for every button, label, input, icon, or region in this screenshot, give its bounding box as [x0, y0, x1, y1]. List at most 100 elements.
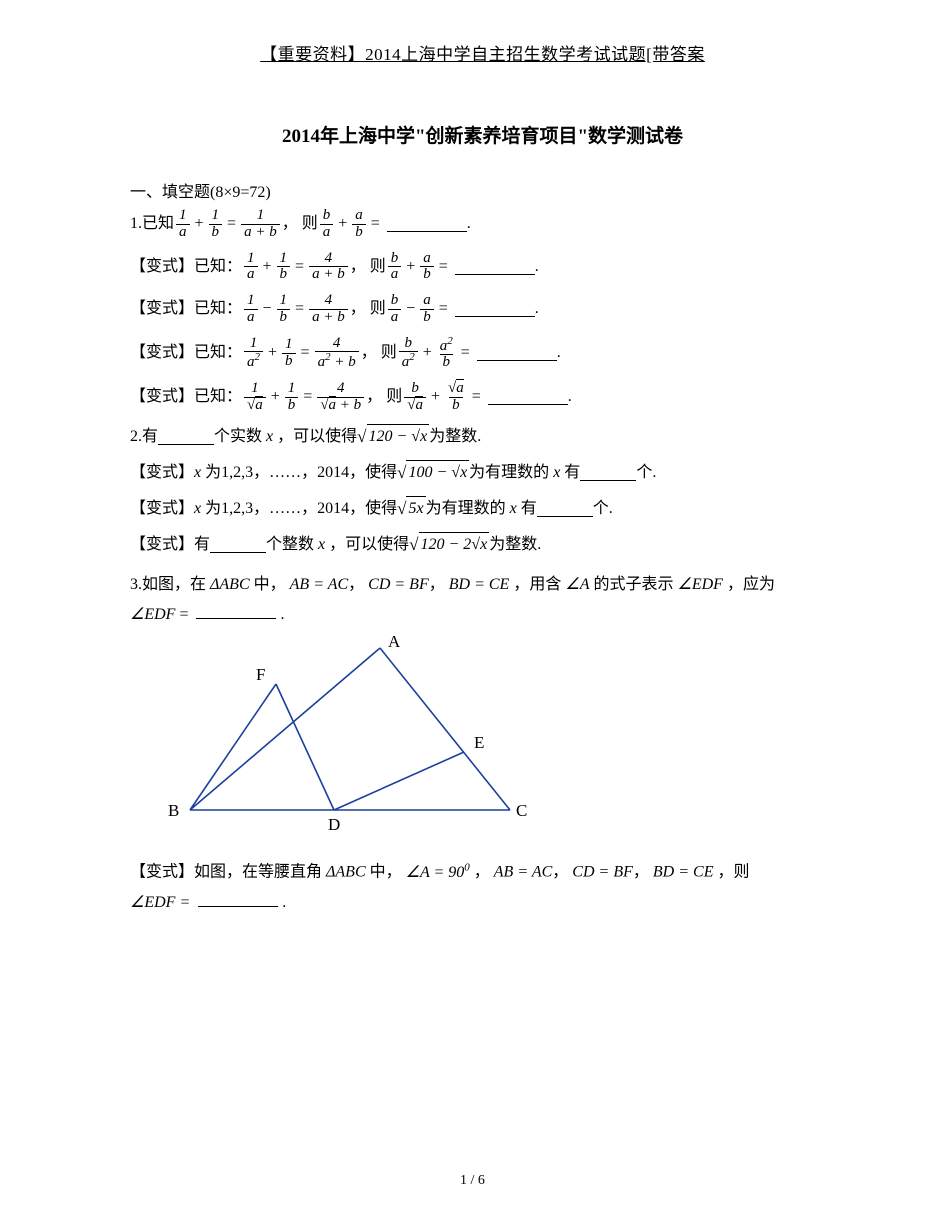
frac: ba	[388, 251, 402, 284]
text: 有	[564, 461, 580, 485]
frac: 1√a	[244, 381, 266, 414]
text: 为1,2,3，……，2014，使得	[205, 461, 397, 485]
answer-blank[interactable]	[455, 259, 535, 275]
sqrt-expr: √120 − √x	[357, 424, 429, 450]
q1-variant-4: 【变式】已知： 1√a + 1b = 4√a + b ， 则 b√a + √ab…	[130, 381, 835, 414]
text: ，	[282, 212, 298, 236]
frac: 1b	[209, 208, 223, 241]
variant-label: 【变式】已知：	[130, 297, 242, 321]
q2-variant-1: 【变式】 x 为1,2,3，……，2014，使得 √100 − √x 为有理数的…	[130, 460, 835, 486]
frac: a2b	[437, 336, 456, 372]
frac: 1a + b	[241, 208, 280, 241]
page-title: 2014年上海中学"创新素养培育项目"数学测试卷	[130, 121, 835, 148]
equals-icon: =	[371, 212, 380, 236]
frac: ab	[420, 293, 434, 326]
variant-label: 【变式】有	[130, 533, 210, 557]
answer-blank[interactable]	[488, 389, 568, 405]
svg-text:E: E	[474, 733, 484, 752]
frac: 4a + b	[309, 293, 348, 326]
q3-variant: 【变式】如图，在等腰直角 ΔABC 中， ∠A = 900 ， AB = AC，…	[130, 857, 835, 918]
frac: √ab	[445, 381, 467, 414]
text: .	[467, 212, 471, 236]
svg-text:C: C	[516, 801, 527, 820]
q2-line: 2.有 个实数 x ，可以使得 √120 − √x 为整数.	[130, 424, 835, 450]
text: 为有理数的	[469, 461, 549, 485]
var-x: x	[194, 461, 205, 485]
q1-variant-1: 【变式】已知： 1a + 1b = 4a + b ， 则 ba + ab = .	[130, 251, 835, 284]
text: 2.有	[130, 425, 158, 449]
var-x: x	[194, 497, 205, 521]
frac: 4a2 + b	[315, 336, 359, 372]
text: 个实数	[214, 425, 262, 449]
sqrt-expr: √120 − 2√x	[409, 532, 489, 558]
text: 个.	[636, 461, 656, 485]
var-x: x	[314, 533, 329, 557]
svg-text:A: A	[388, 634, 401, 651]
page: 【重要资料】2014上海中学自主招生数学考试试题[带答案 2014年上海中学"创…	[0, 0, 945, 1223]
frac: 1a	[244, 293, 258, 326]
equals-icon: =	[227, 212, 236, 236]
answer-blank[interactable]	[210, 536, 266, 552]
section-1-heading: 一、填空题(8×9=72)	[130, 178, 835, 202]
page-footer: 1 / 6	[0, 1173, 945, 1189]
answer-blank[interactable]	[158, 428, 214, 444]
answer-blank[interactable]	[477, 345, 557, 361]
answer-blank[interactable]	[580, 464, 636, 480]
frac: ba	[320, 208, 334, 241]
plus-icon: +	[195, 212, 204, 236]
text: 则	[302, 212, 318, 236]
frac: ab	[352, 208, 366, 241]
frac: 4√a + b	[317, 381, 364, 414]
variant-label: 【变式】已知：	[130, 385, 242, 409]
text: 有	[521, 497, 537, 521]
plus-icon: +	[338, 212, 347, 236]
variant-label: 【变式】	[130, 461, 194, 485]
q1-label: 1.已知	[130, 212, 174, 236]
answer-blank[interactable]	[198, 891, 278, 907]
answer-blank[interactable]	[455, 301, 535, 317]
text: ，可以使得	[277, 425, 357, 449]
triangle-diagram: A B C D E F	[160, 634, 540, 834]
frac: ab	[420, 251, 434, 284]
q1-line: 1.已知 1a + 1b = 1a + b ， 则 ba + ab = .	[130, 208, 835, 241]
q2-variant-2: 【变式】 x 为1,2,3，……，2014，使得 √5x 为有理数的 x 有 个…	[130, 496, 835, 522]
answer-blank[interactable]	[537, 500, 593, 516]
var-x: x	[549, 461, 564, 485]
frac: b√a	[404, 381, 426, 414]
text: 个整数	[266, 533, 314, 557]
frac: 1a	[176, 208, 190, 241]
answer-blank[interactable]	[387, 216, 467, 232]
frac: 1b	[285, 381, 299, 414]
triangle-label: ΔABC	[210, 576, 250, 593]
frac: 1b	[277, 251, 291, 284]
variant-label: 【变式】	[130, 497, 194, 521]
text: 为有理数的	[426, 497, 506, 521]
svg-text:F: F	[256, 665, 265, 684]
frac: ba2	[399, 336, 418, 372]
doc-header: 【重要资料】2014上海中学自主招生数学考试试题[带答案	[130, 40, 835, 65]
var-x: x	[506, 497, 521, 521]
text: 为1,2,3，……，2014，使得	[205, 497, 397, 521]
variant-label: 【变式】已知：	[130, 341, 242, 365]
frac: 4a + b	[309, 251, 348, 284]
q3-text: 3.如图，在 ΔABC 中， AB = AC， CD = BF， BD = CE…	[130, 570, 835, 631]
var-x: x	[262, 425, 277, 449]
frac: 1a	[244, 251, 258, 284]
q1-variant-2: 【变式】已知： 1a − 1b = 4a + b ， 则 ba − ab = .	[130, 293, 835, 326]
variant-label: 【变式】已知：	[130, 255, 242, 279]
text: 为整数.	[429, 425, 481, 449]
svg-text:D: D	[328, 815, 340, 834]
q3-figure: A B C D E F	[160, 634, 835, 839]
frac: 1a2	[244, 336, 263, 372]
q2-variant-3: 【变式】有 个整数 x ，可以使得 √120 − 2√x 为整数.	[130, 532, 835, 558]
frac: 1b	[277, 293, 291, 326]
q1-variant-3: 【变式】已知： 1a2 + 1b = 4a2 + b ， 则 ba2 + a2b…	[130, 336, 835, 372]
svg-text:B: B	[168, 801, 179, 820]
frac: 1b	[282, 337, 296, 370]
answer-blank[interactable]	[196, 603, 276, 619]
sqrt-expr: √5x	[397, 496, 425, 522]
sqrt-expr: √100 − √x	[397, 460, 469, 486]
text: 个.	[593, 497, 613, 521]
frac: ba	[388, 293, 402, 326]
text: ，可以使得	[329, 533, 409, 557]
